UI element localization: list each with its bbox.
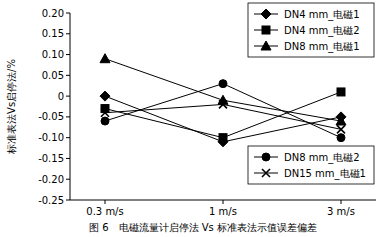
y-tick bbox=[66, 137, 70, 138]
chart: 0.20 0.15 0.10 0.05 0 -0.05 -0.10 -0.15 -0.20 -0.… bbox=[0, 0, 386, 237]
legend-marker bbox=[261, 41, 271, 50]
y-tick bbox=[66, 54, 70, 55]
y-tick bbox=[66, 158, 70, 159]
y-tick-label: 0.15 bbox=[42, 28, 64, 39]
plot-area bbox=[100, 54, 346, 147]
legend: DN8 mm_电磁2 DN15 mm_电磁1 bbox=[248, 146, 374, 184]
data-point bbox=[219, 134, 227, 142]
series-line bbox=[105, 96, 341, 142]
y-tick-label: -0.15 bbox=[38, 153, 64, 164]
x-tick-label: 0.3 m/s bbox=[86, 206, 123, 217]
legend-label: DN4 mm_电磁2 bbox=[284, 25, 360, 37]
data-point bbox=[218, 95, 228, 104]
data-point bbox=[337, 88, 345, 96]
x-tick bbox=[223, 200, 224, 204]
data-point bbox=[337, 134, 345, 142]
data-point bbox=[100, 91, 110, 101]
data-point bbox=[219, 100, 227, 108]
y-tick bbox=[66, 179, 70, 180]
y-tick-label: 0.10 bbox=[42, 49, 64, 60]
legend-marker bbox=[262, 26, 270, 34]
legend-box bbox=[248, 3, 374, 57]
y-tick-label: -0.05 bbox=[38, 111, 64, 122]
x-tick bbox=[105, 200, 106, 204]
data-point bbox=[101, 109, 109, 117]
x-tick-label: 1 m/s bbox=[209, 206, 237, 217]
legend-marker bbox=[262, 153, 270, 161]
legend-marker bbox=[261, 9, 271, 19]
y-tick bbox=[66, 33, 70, 34]
caption: 图 6 电磁流量计启停法 Vs 标准表法示值误差偏差 bbox=[89, 222, 317, 233]
legend: DN4 mm_电磁1 DN4 mm_电磁2 DN8 mm_电磁1 bbox=[248, 3, 374, 57]
y-tick bbox=[66, 96, 70, 97]
legend-label: DN15 mm_电磁1 bbox=[284, 168, 366, 180]
y-tick-label: 0 bbox=[58, 91, 64, 102]
y-tick bbox=[66, 75, 70, 76]
legend-label: DN4 mm_电磁1 bbox=[284, 9, 360, 21]
y-tick-label: -0.10 bbox=[38, 132, 64, 143]
y-tick bbox=[66, 13, 70, 14]
data-point bbox=[101, 117, 109, 125]
legend-label: DN8 mm_电磁2 bbox=[284, 152, 360, 164]
x-tick bbox=[341, 200, 342, 204]
series-line bbox=[105, 59, 341, 121]
data-point bbox=[337, 125, 345, 133]
y-tick-label: -0.20 bbox=[38, 174, 64, 185]
data-point bbox=[219, 80, 227, 88]
series-line bbox=[105, 84, 341, 138]
y-axis bbox=[70, 13, 71, 200]
legend-marker bbox=[262, 169, 270, 177]
y-axis-label: 标准表法Vs启停法/% bbox=[6, 59, 17, 155]
data-point bbox=[100, 54, 110, 63]
data-point bbox=[336, 116, 346, 125]
y-tick-label: -0.25 bbox=[38, 195, 64, 206]
series-line bbox=[105, 104, 341, 129]
y-tick bbox=[66, 116, 70, 117]
legend-label: DN8 mm_电磁1 bbox=[284, 41, 360, 53]
y-tick-label: 0.20 bbox=[42, 8, 64, 19]
y-tick-label: 0.05 bbox=[42, 70, 64, 81]
y-tick bbox=[66, 200, 70, 201]
x-tick-label: 3 m/s bbox=[327, 206, 355, 217]
legend-box bbox=[248, 146, 374, 184]
data-point bbox=[101, 105, 109, 113]
